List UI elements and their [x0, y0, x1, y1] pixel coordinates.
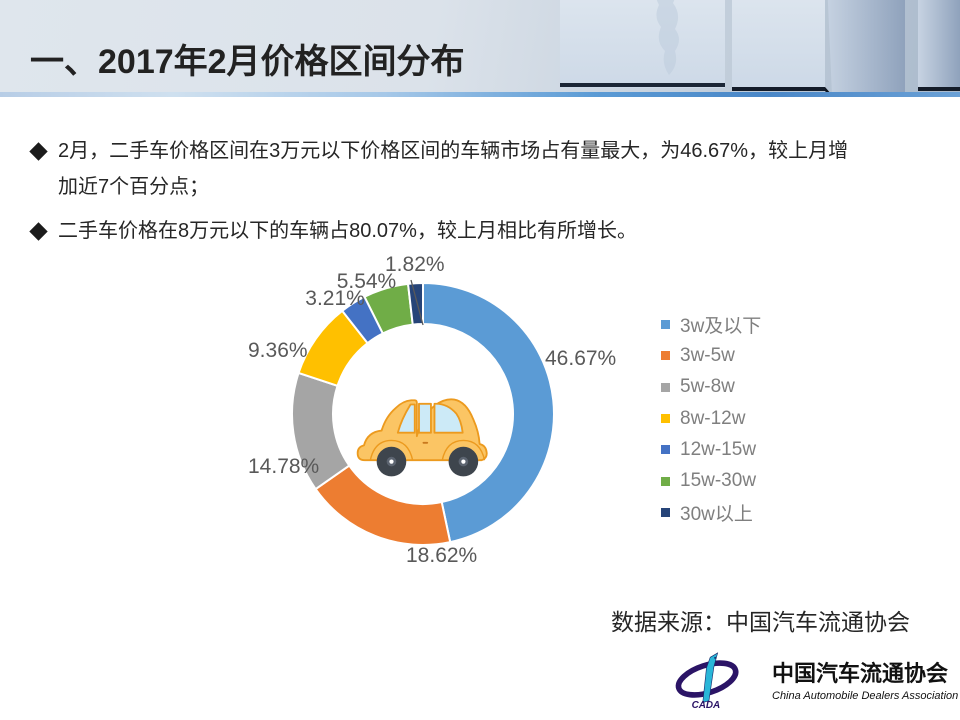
svg-text:14.78%: 14.78% — [248, 455, 319, 478]
svg-text:CADA: CADA — [692, 700, 721, 710]
svg-text:18.62%: 18.62% — [406, 544, 477, 567]
svg-text:46.67%: 46.67% — [545, 347, 616, 370]
svg-text:1.82%: 1.82% — [385, 253, 445, 276]
svg-text:9.36%: 9.36% — [248, 339, 308, 362]
